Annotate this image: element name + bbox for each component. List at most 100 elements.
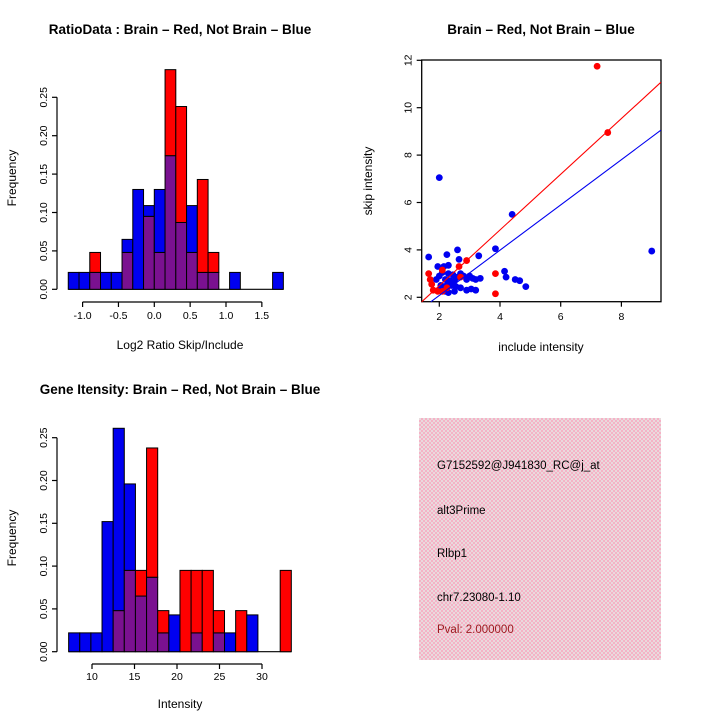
brain-bar: [279, 569, 292, 653]
pval-text: Pval: 2.000000: [437, 624, 514, 636]
plot-box: [421, 59, 662, 303]
data-point: [516, 277, 524, 285]
y-tick-label: 0.15: [38, 164, 50, 185]
x-tick-label: 25: [214, 671, 226, 683]
data-point: [457, 284, 464, 292]
x-tick-label: 10: [86, 671, 98, 683]
histogram-bars: [68, 427, 292, 653]
not-brain-bar: [79, 632, 92, 653]
overlap-bar: [146, 576, 159, 653]
data-point: [435, 174, 443, 182]
not-brain-bar: [143, 205, 155, 217]
brain-bar: [146, 447, 159, 578]
not-brain-bar: [101, 521, 114, 653]
not-brain-bar: [168, 614, 181, 653]
gene-histogram-xlabel: Intensity: [158, 697, 203, 711]
brain-bar: [207, 251, 220, 273]
overlap-bar: [121, 251, 134, 290]
brain-bar: [175, 106, 188, 223]
data-point: [648, 247, 656, 255]
brain-bar: [212, 610, 226, 634]
x-tick-label: 0.0: [147, 310, 162, 322]
overlap-bar: [153, 251, 166, 290]
y-tick-label: 6: [403, 199, 415, 205]
y-tick-label: 10: [403, 102, 415, 114]
ratio-histogram-plot: 0.00 0.05 0.10 0.15 0.20 0.25 -1.0 -0.5 0.0 0.5 1.…: [38, 69, 284, 322]
brain-bar: [164, 69, 177, 157]
y-tick-label: 0.10: [38, 556, 50, 577]
scatter-plot: 2 4 6 8 10 12 2 4 6 8: [403, 54, 662, 323]
y-axis: 0.00 0.05 0.10 0.15 0.20 0.25: [38, 87, 58, 300]
brain-bar: [179, 569, 192, 653]
data-point: [476, 274, 484, 282]
x-tick-label: 1.5: [255, 310, 270, 322]
probe-id-text: G7152592@J941830_RC@j_at: [437, 460, 600, 472]
gene-name-text: Rlbp1: [437, 548, 468, 560]
data-point: [472, 286, 480, 294]
y-tick-label: 0.20: [38, 470, 50, 491]
ratio-histogram-title: RatioData : Brain – Red, Not Brain – Blu…: [49, 22, 312, 37]
not-brain-bar: [121, 238, 134, 253]
y-tick-label: 0.05: [38, 599, 50, 620]
y-tick-label: 0.25: [38, 427, 50, 448]
not-brain-bar: [224, 632, 237, 653]
y-tick-label: 12: [403, 54, 415, 66]
x-tick-label: -0.5: [109, 310, 127, 322]
data-point: [492, 290, 499, 298]
y-tick-label: 4: [403, 247, 415, 253]
data-point: [475, 252, 483, 260]
y-axis: 2 4 6 8 10 12: [403, 54, 422, 300]
gene-histogram-ylabel: Frequency: [5, 510, 19, 567]
data-point: [593, 62, 601, 70]
overlap-bar: [134, 595, 148, 653]
y-tick-label: 2: [403, 294, 415, 300]
x-tick-label: 30: [256, 671, 268, 683]
overlap-bar: [212, 632, 226, 653]
not-brain-bar: [100, 271, 112, 290]
gene-intensity-histogram-panel: Gene Itensity: Brain – Red, Not Brain – …: [5, 382, 321, 711]
not-brain-bar: [186, 205, 198, 253]
overlap-bar: [186, 251, 198, 290]
x-tick-label: 8: [618, 311, 624, 323]
data-point: [454, 246, 461, 254]
brain-points: [425, 62, 612, 298]
brain-bar: [89, 251, 102, 273]
histogram-bars: [67, 69, 284, 290]
data-point: [455, 263, 463, 270]
x-tick-label: 0.5: [183, 310, 198, 322]
data-point: [443, 284, 451, 292]
y-axis: 0.00 0.05 0.10 0.15 0.20 0.25: [38, 427, 58, 662]
data-point: [455, 255, 463, 263]
x-tick-label: 20: [171, 671, 183, 683]
data-point: [492, 270, 499, 277]
data-point: [501, 267, 508, 275]
overlap-bar: [207, 271, 220, 290]
not-brain-bar: [229, 271, 241, 290]
data-point: [443, 251, 451, 259]
overlap-bar: [112, 610, 125, 653]
data-point: [508, 210, 516, 218]
x-tick-label: -1.0: [74, 310, 92, 322]
ratio-histogram-panel: RatioData : Brain – Red, Not Brain – Blu…: [5, 22, 312, 352]
data-point: [438, 287, 446, 295]
intensity-scatter-panel: Brain – Red, Not Brain – Blue skip inten…: [361, 22, 662, 354]
x-tick-label: 2: [436, 311, 442, 323]
not-brain-bar: [78, 271, 91, 290]
x-axis: -1.0 -0.5 0.0 0.5 1.0 1.5: [74, 301, 270, 322]
overlap-bar: [157, 632, 170, 653]
data-point: [492, 245, 499, 253]
not-brain-bar: [272, 271, 284, 290]
ratio-histogram-xlabel: Log2 Ratio Skip/Include: [117, 338, 244, 352]
data-point: [522, 283, 530, 291]
overlap-bar: [175, 221, 188, 290]
not-brain-bar: [153, 188, 166, 253]
brain-bar: [196, 178, 209, 273]
overlap-bar: [143, 215, 155, 290]
not-brain-bar: [112, 427, 125, 612]
splice-type-text: alt3Prime: [437, 505, 486, 517]
data-point: [425, 270, 433, 277]
gene-histogram-title: Gene Itensity: Brain – Red, Not Brain – …: [40, 382, 321, 397]
data-point: [432, 276, 440, 283]
gene-histogram-plot: 0.00 0.05 0.10 0.15 0.20 0.25 10 15 20 25 30: [38, 427, 292, 683]
